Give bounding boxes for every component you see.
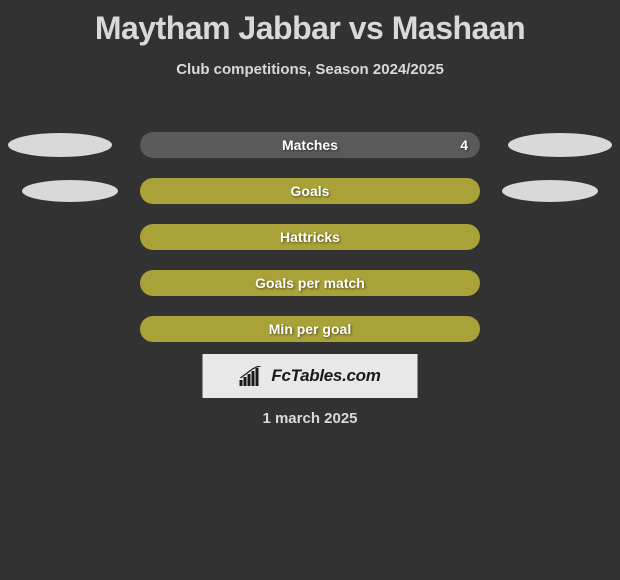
stat-label: Goals per match: [255, 275, 365, 291]
stat-label: Matches: [282, 137, 338, 153]
stat-label: Hattricks: [280, 229, 340, 245]
stat-row: Goals: [0, 168, 620, 214]
right-ellipse: [508, 133, 612, 157]
stat-row: Goals per match: [0, 260, 620, 306]
stat-pill: Matches 4: [140, 132, 480, 158]
page-title: Maytham Jabbar vs Mashaan: [0, 0, 620, 47]
stat-pill: Goals per match: [140, 270, 480, 296]
stat-label: Goals: [291, 183, 330, 199]
stat-row: Hattricks: [0, 214, 620, 260]
left-ellipse: [22, 180, 118, 202]
page-subtitle: Club competitions, Season 2024/2025: [0, 61, 620, 78]
stat-pill: Hattricks: [140, 224, 480, 250]
left-ellipse: [8, 133, 112, 157]
footer-logo-text: FcTables.com: [271, 366, 380, 386]
stat-row: Matches 4: [0, 122, 620, 168]
footer-logo: FcTables.com: [203, 354, 418, 398]
stat-pill: Goals: [140, 178, 480, 204]
stat-row: Min per goal: [0, 306, 620, 352]
footer-date: 1 march 2025: [262, 410, 357, 427]
stat-value-right: 4: [460, 137, 468, 153]
bars-icon: [239, 366, 265, 386]
stat-label: Min per goal: [269, 321, 351, 337]
right-ellipse: [502, 180, 598, 202]
stat-pill: Min per goal: [140, 316, 480, 342]
stat-rows: Matches 4 Goals Hattricks Goals per match Min…: [0, 122, 620, 352]
